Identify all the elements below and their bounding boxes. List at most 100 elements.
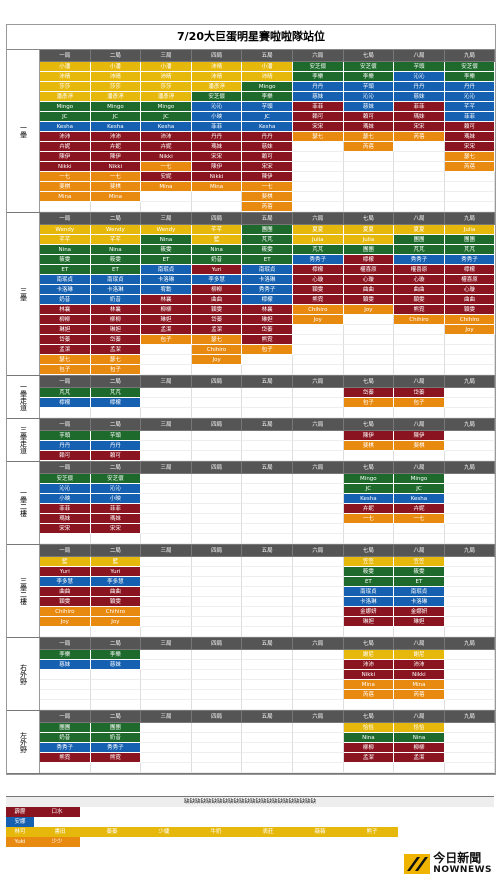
cheerleader-cell: 筱雯 — [343, 567, 395, 577]
cheerleader-cell — [394, 202, 445, 212]
cheerleader-cell: JC — [343, 484, 395, 494]
cheerleader-cell: 卉妮 — [141, 142, 192, 152]
inning-header-row: 一局 二局 三局 四局 五局 六局 七局 八局 九局 — [40, 213, 496, 225]
cheerleader-cell — [343, 408, 395, 418]
cheerleader-cell: 瑪妹 — [40, 514, 91, 524]
cheerleader-cell — [141, 650, 192, 660]
cheerleader-cell — [444, 408, 496, 418]
cheerleader-cell — [394, 152, 445, 162]
cheerleader-cell: 奶昔 — [191, 255, 243, 265]
cheerleader-cell — [394, 365, 445, 375]
cheerleader-cell — [292, 325, 344, 335]
cheerleader-cell — [292, 753, 344, 763]
cheerleader-cell — [141, 577, 192, 587]
cheerleader-cell: 檸檬 — [444, 265, 496, 275]
cheerleader-cell: 小潘 — [90, 62, 142, 72]
cheerleader-cell: Julia — [343, 235, 395, 245]
cheerleader-cell — [444, 431, 496, 441]
lineup-sheet: 7/20大巨蛋明星賽啦啦隊站位 一壘 一局 二局 三局 四局 五局 六局 七局 八局 九局 小潘 小潘… — [6, 24, 496, 775]
inning-header: 一局 — [40, 711, 91, 723]
cheerleader-cell: 芮蓓 — [343, 142, 395, 152]
cheerleader-cell: 柳柳 — [343, 743, 395, 753]
cheerleader-cell: Wendy — [141, 225, 192, 235]
cheerleader-cell — [292, 355, 344, 365]
cheerleader-cell — [141, 587, 192, 597]
table-row: 芊芊 芊芊 Nina 籃芃芃 Julia Julia 團團 團團 — [40, 235, 496, 245]
cheerleader-cell — [90, 700, 142, 710]
cheerleader-cell: 岱蓁 — [343, 388, 395, 398]
cheerleader-cell — [394, 162, 445, 172]
cheerleader-cell — [191, 660, 243, 670]
cheerleader-cell: Chihiro — [40, 607, 91, 617]
cheerleader-cell: 瑟七 — [343, 132, 395, 142]
cheerleader-cell — [141, 345, 192, 355]
section-label: 右外野 — [7, 638, 40, 710]
section-grid: 一局 二局 三局 四局 五局 六局 七局 八局 九局 團團 團團 恰恰 恰恰 奶昔 奶昔 Nina Nina 秀秀… — [40, 711, 496, 773]
cheerleader-cell — [292, 408, 344, 418]
table-row: 沁沁 沁沁 JC JC — [40, 484, 496, 494]
cheerleader-cell — [191, 398, 243, 408]
inning-header: 三局 — [141, 711, 192, 723]
cheerleader-cell: 沛沛 — [141, 132, 192, 142]
table-row: 芮蓓 — [40, 202, 496, 212]
table-row: 岱蓁 岱蓁 包子 瑟七 熊霓 — [40, 335, 496, 345]
cheerleader-cell: 菲菲 — [191, 122, 243, 132]
cheerleader-cell — [242, 484, 293, 494]
table-row: Yuri Yuri 筱雯 筱雯 — [40, 567, 496, 577]
cheerleader-cell — [141, 514, 192, 524]
cheerleader-cell — [141, 670, 192, 680]
inning-header: 八局 — [394, 462, 445, 474]
cheerleader-cell — [141, 494, 192, 504]
cheerleader-cell — [191, 474, 243, 484]
strip-cell: 牛奶 — [190, 827, 242, 837]
inning-header: 四局 — [191, 711, 243, 723]
table-row: 團團 團團 恰恰 恰恰 — [40, 723, 496, 733]
cheerleader-cell: ET — [394, 577, 445, 587]
table-row: 沛沛 沛沛 沛沛 丹丹 丹丹 瑟七 瑟七 芮蓓 瑪妹 — [40, 132, 496, 142]
cheerleader-cell — [141, 660, 192, 670]
cheerleader-cell — [242, 557, 293, 567]
cheerleader-cell: 潘彥渟 — [141, 92, 192, 102]
cheerleader-cell: 恰恰 — [394, 723, 445, 733]
cheerleader-cell — [242, 451, 293, 461]
cheerleader-cell — [191, 408, 243, 418]
cheerleader-cell — [444, 398, 496, 408]
cheerleader-cell — [141, 355, 192, 365]
section-label: 一壘二樓 — [7, 462, 40, 544]
cheerleader-cell: 陳伊 — [90, 152, 142, 162]
cheerleader-cell — [444, 627, 496, 637]
cheerleader-cell — [242, 743, 293, 753]
cheerleader-cell — [242, 365, 293, 375]
cheerleader-cell: 恰恰 — [343, 723, 395, 733]
cheerleader-cell — [444, 723, 496, 733]
cheerleader-cell — [242, 587, 293, 597]
cheerleader-cell: 琳妲 — [40, 325, 91, 335]
cheerleader-cell — [292, 152, 344, 162]
cheerleader-cell — [444, 680, 496, 690]
cheerleader-cell: Nikki — [90, 162, 142, 172]
cheerleader-cell — [292, 723, 344, 733]
cheerleader-cell: 賴可 — [242, 152, 293, 162]
cheerleader-cell — [292, 763, 344, 773]
cheerleader-cell: Mina — [343, 680, 395, 690]
cheerleader-cell: 曲曲 — [444, 295, 496, 305]
inning-header: 二局 — [90, 419, 142, 431]
cheerleader-cell: Wendy — [40, 225, 91, 235]
cheerleader-cell: 沛晴 — [40, 72, 91, 82]
table-row: 南珉貞 南珉貞 卡洛琳 李多慧 卡洛琳 心璇 心璇 心璇 權喜原 — [40, 275, 496, 285]
cheerleader-cell: 安芝儇 — [90, 474, 142, 484]
cheerleader-cell: Julia — [292, 235, 344, 245]
cheerleader-cell: 李多慧 — [90, 577, 142, 587]
table-row: ET ET 南珉貞 Yuri 南珉貞 檸檬 權喜原 權喜原 檸檬 — [40, 265, 496, 275]
cheerleader-cell: 穎雯 — [292, 285, 344, 295]
table-row: 李樂 李樂 謝尼 謝尼 — [40, 650, 496, 660]
cheerleader-cell: 檸檬 — [343, 255, 395, 265]
cheerleader-cell: Nina — [191, 245, 243, 255]
cheerleader-cell: 籃 — [40, 557, 91, 567]
cheerleader-cell: Mingo — [40, 102, 91, 112]
cheerleader-cell — [141, 431, 192, 441]
cheerleader-cell: 琳妲 — [141, 315, 192, 325]
table-row: 孟潔 孟潔 Chihiro 包子 — [40, 345, 496, 355]
inning-header: 三局 — [141, 545, 192, 557]
cheerleader-cell: 芋頭 — [394, 62, 445, 72]
